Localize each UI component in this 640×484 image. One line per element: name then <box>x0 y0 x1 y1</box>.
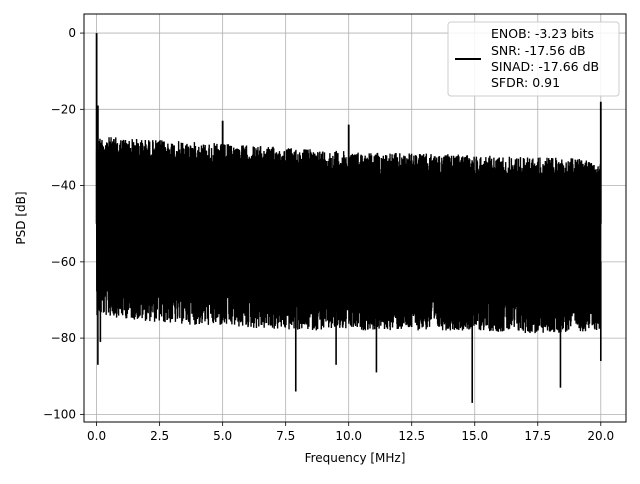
y-axis-label: PSD [dB] <box>14 191 28 244</box>
legend-entry-sinad: SINAD: -17.66 dB <box>491 59 599 74</box>
y-tick-label: −40 <box>51 179 76 193</box>
x-tick-label: 20.0 <box>587 429 614 443</box>
x-tick-label: 7.5 <box>276 429 295 443</box>
x-tick-label: 15.0 <box>461 429 488 443</box>
plot-frame <box>83 13 627 423</box>
x-tick-label: 12.5 <box>398 429 425 443</box>
legend-entry-snr: SNR: -17.56 dB <box>491 43 586 58</box>
x-tick-label: 17.5 <box>524 429 551 443</box>
x-tick-label: 5.0 <box>213 429 232 443</box>
data-series <box>95 33 602 403</box>
axis-ticks: 0.0 2.5 5.0 7.5 10.0 12.5 15.0 17.5 20.0 0 −20 −40 −… <box>43 26 614 443</box>
x-tick-label: 0.0 <box>87 429 106 443</box>
x-tick-label: 10.0 <box>335 429 362 443</box>
legend: ENOB: -3.23 bits SNR: -17.56 dB SINAD: -… <box>447 21 620 97</box>
y-tick-label: −20 <box>51 102 76 116</box>
legend-entry-sfdr: SFDR: 0.91 <box>491 75 560 90</box>
x-axis-label: Frequency [MHz] <box>305 451 406 465</box>
legend-box <box>447 21 620 97</box>
y-tick-label: −100 <box>43 407 76 421</box>
legend-entry-enob: ENOB: -3.23 bits <box>491 26 594 41</box>
y-tick-label: −80 <box>51 331 76 345</box>
y-tick-label: 0 <box>68 26 76 40</box>
y-tick-label: −60 <box>51 255 76 269</box>
x-tick-label: 2.5 <box>150 429 169 443</box>
